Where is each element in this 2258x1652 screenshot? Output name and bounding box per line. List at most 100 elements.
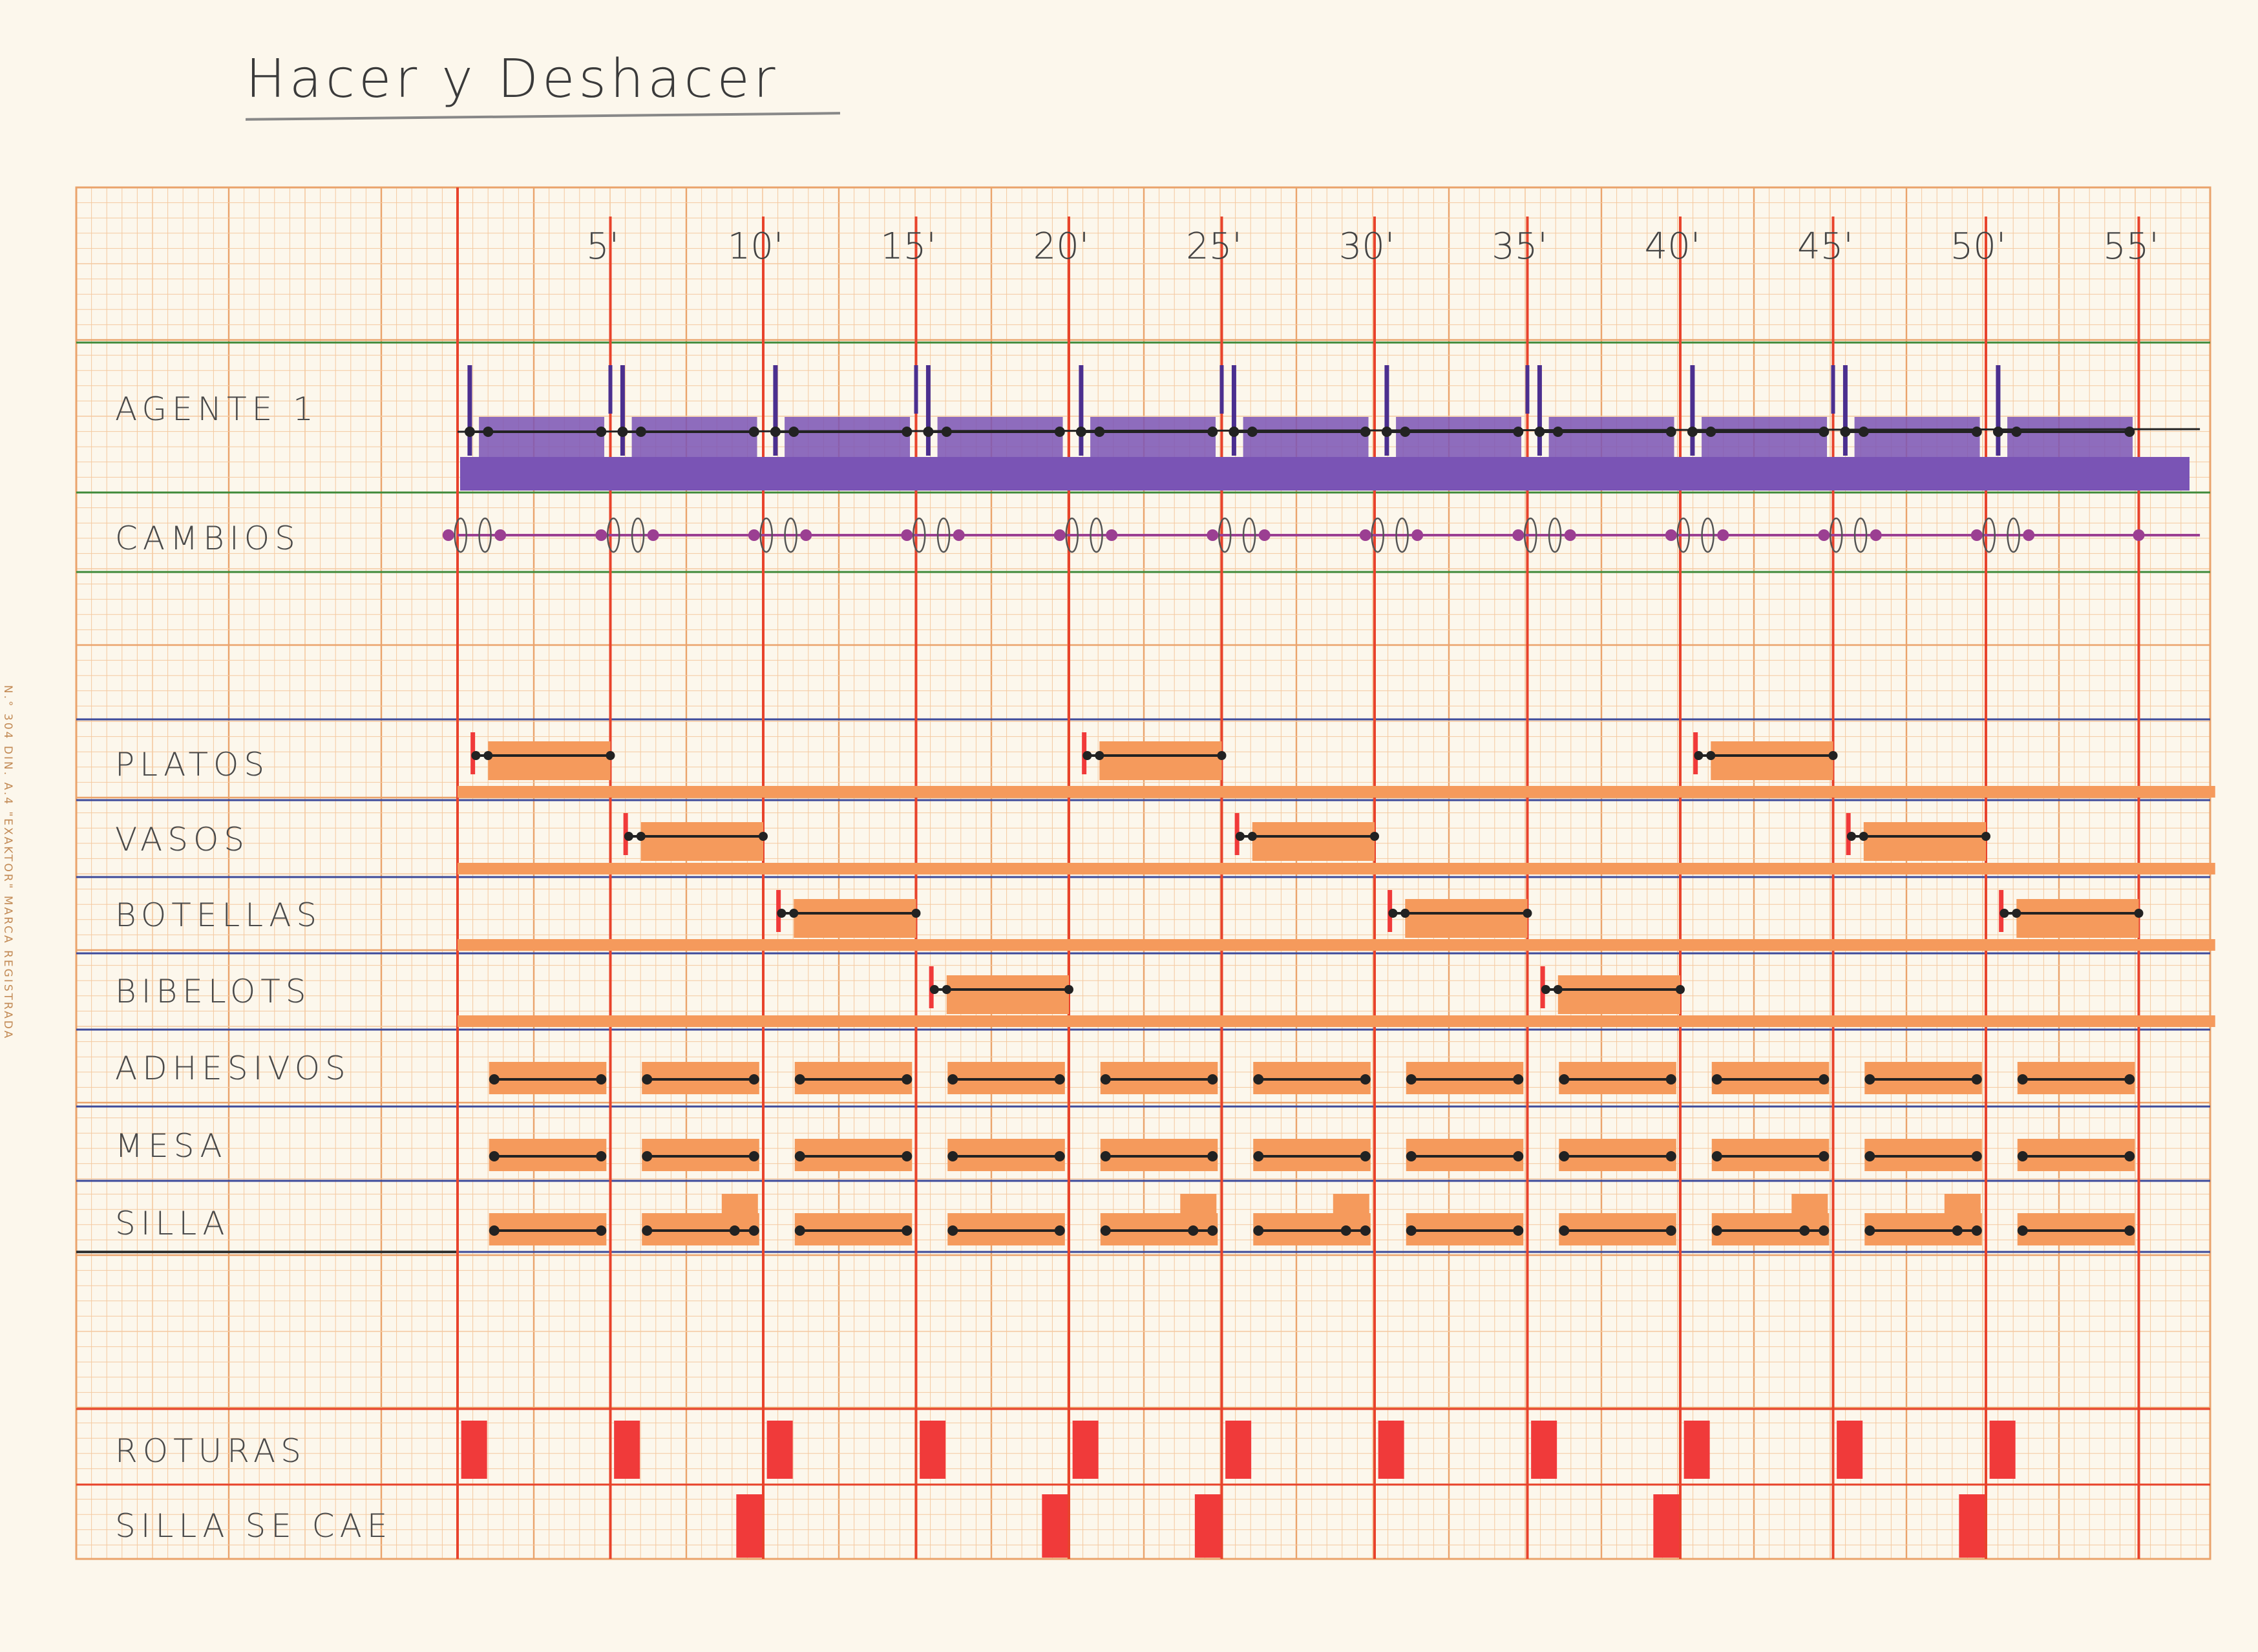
- agent-activity-bar: [937, 417, 1063, 460]
- silla-cae-mark: [1042, 1494, 1068, 1558]
- cycle-point: [794, 1151, 805, 1161]
- object-point: [759, 832, 768, 841]
- rotura-mark: [1989, 1421, 2016, 1479]
- agent-point: [2124, 427, 2135, 437]
- cambios-glyph: [759, 517, 773, 553]
- cambios-point: [1359, 529, 1371, 541]
- cycle-point: [1711, 1151, 1722, 1161]
- cycle-point: [1559, 1151, 1570, 1161]
- agent-point: [1992, 427, 2003, 437]
- time-label: 25': [1186, 226, 1242, 268]
- agent-point: [1360, 427, 1371, 437]
- object-activity-block: [794, 899, 916, 938]
- object-point: [911, 909, 921, 918]
- cambios-glyph: [1982, 517, 1996, 553]
- object-activity-block: [1711, 741, 1833, 780]
- silla-cae-mark: [1653, 1494, 1680, 1558]
- cycle-point: [1864, 1225, 1875, 1236]
- cycle-point: [1513, 1225, 1524, 1236]
- cycle-point: [642, 1225, 653, 1236]
- cambios-point: [595, 529, 607, 541]
- agent-point: [1207, 427, 1218, 437]
- cycle-point: [947, 1225, 958, 1236]
- cambios-glyph: [478, 517, 492, 553]
- agent-activity-bar: [1548, 417, 1674, 460]
- cycle-point: [489, 1225, 500, 1236]
- agent-point: [1687, 427, 1698, 437]
- object-point: [777, 909, 786, 918]
- cycle-point: [596, 1151, 607, 1161]
- cycle-point: [2124, 1225, 2135, 1236]
- agent-point: [1247, 427, 1258, 437]
- cycle-point: [1665, 1225, 1676, 1236]
- object-base-bar: [458, 863, 2215, 874]
- cycle-point: [489, 1151, 500, 1161]
- object-activity-block: [2016, 899, 2139, 938]
- cambios-point: [901, 529, 913, 541]
- cycle-point: [489, 1074, 500, 1085]
- cycle-point: [1711, 1074, 1722, 1085]
- cambios-glyph: [1090, 517, 1103, 553]
- object-point: [1859, 832, 1868, 841]
- cambios-point: [1870, 529, 1882, 541]
- cambios-glyph: [1242, 517, 1256, 553]
- time-label: 15': [880, 226, 936, 268]
- cycle-point: [1207, 1151, 1218, 1161]
- rotura-mark: [1072, 1421, 1099, 1479]
- cycle-point: [1819, 1074, 1830, 1085]
- rotura-mark: [1378, 1421, 1404, 1479]
- cambios-glyph: [912, 517, 926, 553]
- object-point: [1706, 751, 1716, 760]
- cambios-glyph: [936, 517, 951, 553]
- object-activity-block: [640, 822, 763, 861]
- cycle-point: [2017, 1225, 2028, 1236]
- cycle-point: [902, 1151, 913, 1161]
- cycle-point: [1864, 1074, 1875, 1085]
- cambios-glyph: [606, 517, 620, 553]
- object-point: [606, 751, 615, 760]
- silla-cae-mark: [1194, 1494, 1221, 1558]
- cambios-glyph: [1218, 517, 1232, 553]
- row-label-layer: AGENTE 1 CAMBIOS PLATOS VASOS BOTELLAS BIBELO…: [115, 390, 387, 1545]
- object-point: [942, 985, 951, 994]
- cambios-point: [494, 529, 507, 541]
- object-base-bar: [458, 939, 2215, 951]
- cambios-point: [748, 529, 760, 541]
- silla-fall-block: [1333, 1194, 1369, 1220]
- cambios-glyph: [1829, 517, 1843, 553]
- rotura-mark: [766, 1421, 793, 1479]
- cycle-point: [2017, 1074, 2028, 1085]
- cycle-point: [2124, 1151, 2135, 1161]
- cycle-point: [1971, 1225, 1982, 1236]
- object-point: [624, 832, 633, 841]
- agent-activity-bar: [1090, 417, 1216, 460]
- cycle-point: [1665, 1151, 1676, 1161]
- cambios-glyph: [1853, 517, 1868, 553]
- row-label-cambios: CAMBIOS: [115, 520, 301, 557]
- row-divider-layer: [76, 341, 2210, 1486]
- cambios-glyph: [1676, 517, 1690, 553]
- cambios-glyph: [1523, 517, 1537, 553]
- silla-fall-block: [1791, 1194, 1828, 1220]
- cycle-point: [1559, 1225, 1570, 1236]
- cycle-point: [1819, 1225, 1830, 1236]
- agent-activity-bar: [2007, 417, 2133, 460]
- cycle-rows-layer: [489, 1062, 2135, 1245]
- object-point: [1388, 909, 1398, 918]
- object-point: [1541, 985, 1550, 994]
- cycle-point: [1100, 1074, 1111, 1085]
- object-activity-block: [946, 975, 1069, 1014]
- agent-point: [1381, 427, 1392, 437]
- cycle-point: [1513, 1151, 1524, 1161]
- cycle-point: [1711, 1225, 1722, 1236]
- object-base-bar: [458, 786, 2215, 798]
- row-label-botellas: BOTELLAS: [115, 896, 322, 934]
- cambios-glyph: [1065, 517, 1079, 553]
- cambios-point: [1512, 529, 1525, 541]
- rotura-mark: [614, 1421, 640, 1479]
- cambios-point: [1411, 529, 1424, 541]
- time-label: 55': [2103, 226, 2159, 268]
- agent-point: [1819, 427, 1830, 437]
- object-point: [929, 985, 939, 994]
